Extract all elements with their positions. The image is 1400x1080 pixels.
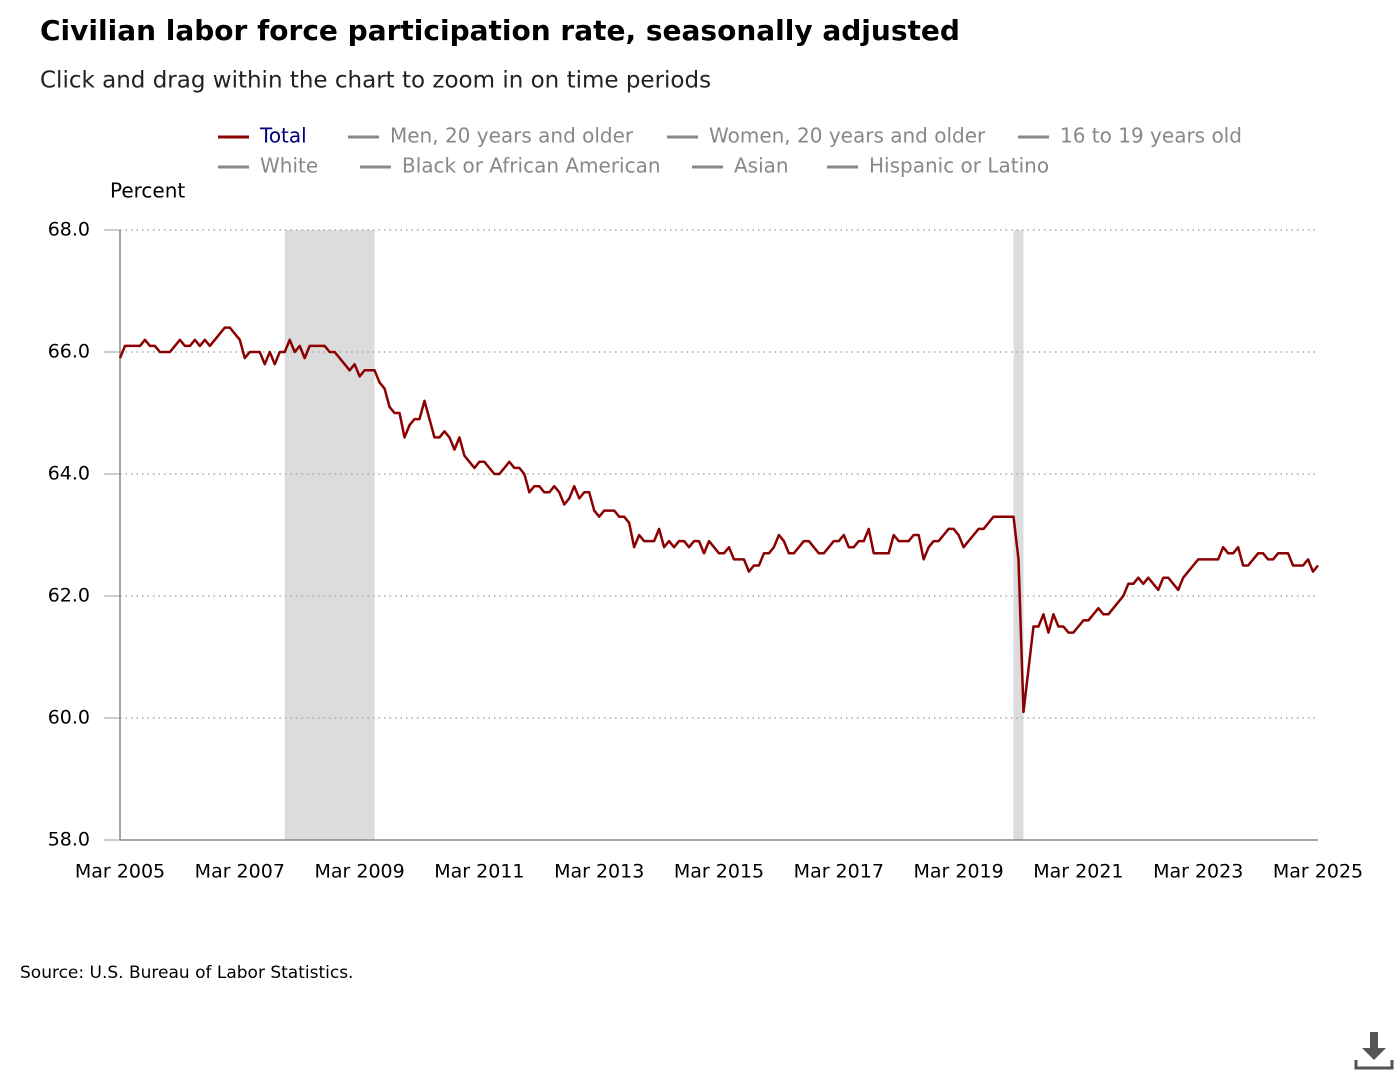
legend-label[interactable]: Hispanic or Latino [869, 154, 1049, 178]
x-tick-label: Mar 2019 [913, 861, 1003, 883]
x-tick-label: Mar 2017 [794, 861, 884, 883]
x-tick-label: Mar 2013 [554, 861, 644, 883]
y-tick-label: 66.0 [48, 341, 90, 363]
y-tick-label: 68.0 [48, 219, 90, 241]
x-tick-label: Mar 2025 [1273, 861, 1363, 883]
legend-label[interactable]: Asian [734, 154, 789, 178]
x-tick-label: Mar 2021 [1033, 861, 1123, 883]
x-tick-label: Mar 2007 [195, 861, 285, 883]
legend-label[interactable]: 16 to 19 years old [1060, 124, 1242, 148]
x-tick-label: Mar 2015 [674, 861, 764, 883]
legend-label[interactable]: Men, 20 years and older [390, 124, 634, 148]
x-tick-label: Mar 2011 [434, 861, 524, 883]
data-line [118, 326, 1319, 714]
chart-title: Civilian labor force participation rate,… [40, 14, 960, 47]
legend-label[interactable]: Black or African American [402, 154, 661, 178]
y-tick-label: 58.0 [48, 829, 90, 851]
x-tick-label: Mar 2023 [1153, 861, 1243, 883]
x-tick-label: Mar 2009 [314, 861, 404, 883]
y-tick-label: 60.0 [48, 707, 90, 729]
x-tick-label: Mar 2005 [75, 861, 165, 883]
download-arrow-head[interactable] [1362, 1048, 1386, 1060]
shaded-period [284, 230, 375, 840]
y-tick-label: 62.0 [48, 585, 90, 607]
legend-label[interactable]: Women, 20 years and older [709, 124, 986, 148]
shaded-period [1013, 230, 1024, 840]
legend-label[interactable]: Total [259, 124, 307, 148]
legend-label[interactable]: White [260, 154, 318, 178]
y-tick-label: 64.0 [48, 463, 90, 485]
download-icon[interactable] [1354, 1032, 1394, 1070]
chart-subtitle: Click and drag within the chart to zoom … [40, 68, 711, 94]
source-note: Source: U.S. Bureau of Labor Statistics. [20, 963, 353, 983]
download-arrow-stem[interactable] [1370, 1032, 1378, 1050]
download-tray[interactable] [1354, 1060, 1394, 1070]
y-axis-label: Percent [110, 179, 185, 203]
